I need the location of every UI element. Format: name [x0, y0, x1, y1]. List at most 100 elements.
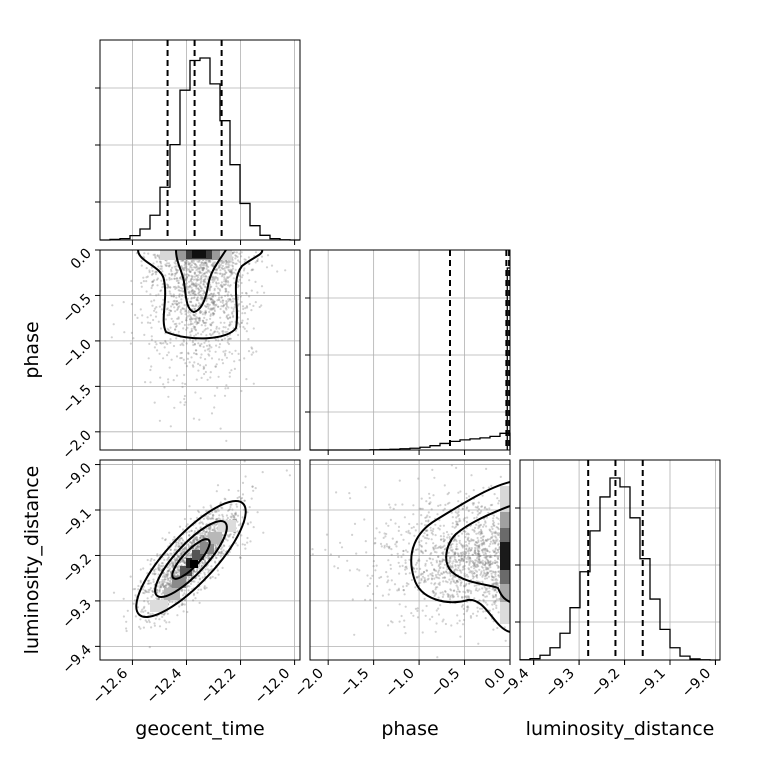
scatter-point: [167, 569, 170, 572]
scatter-point: [194, 352, 198, 355]
scatter-point: [200, 298, 203, 301]
scatter-point: [162, 589, 165, 592]
scatter-point: [442, 509, 445, 512]
scatter-point: [465, 543, 468, 547]
scatter-point: [170, 274, 173, 277]
scatter-point: [219, 284, 222, 287]
scatter-point: [166, 558, 169, 561]
scatter-point: [228, 270, 231, 273]
scatter-point: [232, 261, 235, 265]
scatter-point: [210, 295, 214, 298]
scatter-point: [446, 581, 449, 584]
scatter-point: [441, 591, 444, 594]
scatter-point: [487, 555, 490, 558]
scatter-point: [471, 570, 474, 573]
scatter-point: [472, 577, 475, 580]
scatter-point: [248, 303, 251, 306]
scatter-point: [173, 265, 176, 268]
scatter-point: [162, 342, 165, 345]
scatter-point: [203, 261, 206, 264]
y-tick-label: −9.1: [59, 506, 94, 541]
scatter-point: [167, 579, 170, 582]
scatter-point: [163, 386, 166, 389]
scatter-point: [434, 592, 438, 595]
scatter-point: [224, 354, 227, 357]
scatter-point: [468, 582, 471, 585]
scatter-point: [223, 276, 226, 279]
scatter-point: [484, 562, 487, 565]
scatter-point: [181, 266, 184, 269]
scatter-point: [490, 563, 493, 566]
scatter-point: [175, 277, 178, 280]
scatter-point: [470, 548, 473, 551]
scatter-point: [177, 279, 180, 282]
scatter-point: [150, 286, 153, 290]
scatter-point: [203, 264, 206, 267]
scatter-point: [175, 571, 178, 574]
scatter-point: [181, 342, 184, 345]
scatter-point: [245, 378, 248, 381]
scatter-point: [181, 528, 185, 531]
scatter-point: [158, 586, 161, 589]
scatter-point: [198, 317, 201, 320]
scatter-point: [166, 566, 170, 569]
x-tick-label: −9.1: [633, 666, 668, 701]
scatter-point: [251, 485, 254, 488]
scatter-point: [212, 292, 216, 295]
scatter-point: [256, 258, 259, 261]
scatter-point: [210, 307, 213, 310]
scatter-point: [473, 550, 476, 553]
scatter-point: [439, 562, 442, 566]
scatter-point: [390, 620, 393, 623]
scatter-point: [477, 550, 480, 553]
scatter-point: [186, 288, 189, 291]
scatter-point: [201, 268, 205, 271]
scatter-point: [139, 581, 142, 584]
scatter-point: [453, 526, 456, 529]
scatter-point: [499, 475, 502, 478]
scatter-point: [192, 325, 195, 328]
scatter-point: [147, 619, 150, 622]
scatter-point: [230, 369, 233, 372]
scatter-point: [467, 558, 470, 561]
scatter-point: [198, 318, 201, 321]
scatter-point: [492, 519, 495, 522]
scatter-point: [226, 276, 230, 279]
scatter-point: [186, 326, 189, 329]
scatter-point: [496, 557, 500, 560]
scatter-point: [217, 509, 220, 512]
scatter-point: [485, 558, 489, 561]
scatter-point: [139, 568, 142, 571]
scatter-point: [443, 576, 447, 579]
scatter-point: [159, 265, 162, 268]
scatter-point: [429, 553, 432, 556]
scatter-point: [203, 540, 206, 543]
scatter-point: [183, 561, 186, 564]
scatter-point: [443, 484, 446, 487]
scatter-point: [235, 505, 239, 508]
scatter-point: [193, 343, 196, 346]
scatter-point: [246, 272, 249, 275]
scatter-point: [227, 387, 230, 390]
scatter-point: [475, 573, 479, 577]
scatter-point: [215, 268, 218, 271]
scatter-point: [189, 293, 192, 296]
scatter-point: [203, 275, 206, 278]
scatter-point: [456, 552, 459, 555]
scatter-point: [426, 534, 429, 537]
scatter-point: [198, 270, 201, 273]
scatter-point: [189, 266, 192, 269]
scatter-point: [460, 559, 463, 562]
scatter-point: [493, 602, 496, 606]
scatter-point: [166, 283, 169, 286]
density-cell: [192, 550, 204, 560]
scatter-point: [431, 572, 434, 575]
scatter-point: [481, 549, 484, 552]
scatter-point: [168, 290, 171, 293]
scatter-point: [462, 530, 465, 533]
scatter-point: [225, 266, 229, 269]
scatter-point: [484, 506, 487, 509]
scatter-point: [203, 272, 206, 275]
scatter-point: [476, 510, 479, 513]
scatter-point: [173, 573, 176, 577]
